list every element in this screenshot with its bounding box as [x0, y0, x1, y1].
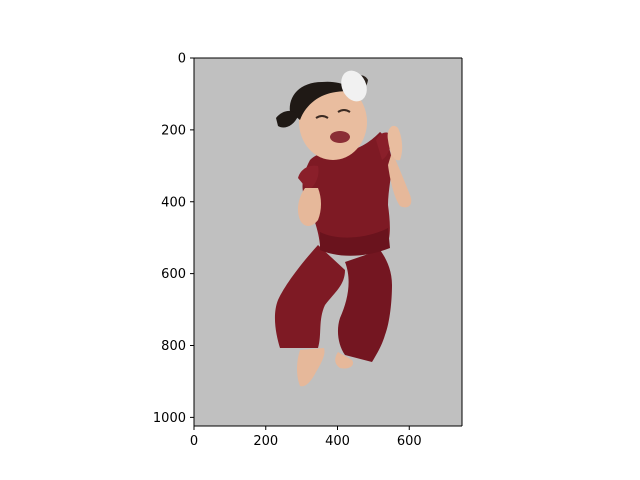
y-tick-label: 0 [178, 52, 186, 67]
left-arm [297, 188, 321, 226]
left-eye [315, 115, 329, 119]
y-tick-label: 200 [161, 123, 186, 138]
right-foot [335, 352, 354, 369]
waistband [320, 228, 390, 256]
left-pigtail [276, 110, 298, 128]
x-tick-label: 600 [397, 434, 422, 449]
x-axis: 0 200 400 600 [190, 426, 422, 449]
y-tick-label: 1000 [153, 411, 186, 426]
x-tick-label: 200 [253, 434, 278, 449]
y-tick-label: 600 [161, 267, 186, 282]
axes-frame [193, 57, 463, 427]
image-area [194, 58, 462, 426]
right-eye [337, 109, 351, 113]
right-leg [337, 250, 392, 362]
x-tick-label: 0 [190, 434, 198, 449]
head [299, 84, 367, 160]
y-axis: 0 200 400 600 800 1000 [153, 52, 194, 426]
y-tick-label: 400 [161, 195, 186, 210]
y-tick-label: 800 [161, 339, 186, 354]
toddler-photo [274, 70, 412, 387]
hair-bow [341, 70, 367, 102]
right-hand [387, 125, 403, 161]
left-leg [274, 245, 345, 348]
torso [302, 132, 392, 252]
x-tick-label: 400 [325, 434, 350, 449]
left-foot [297, 348, 325, 387]
left-ruffle [298, 165, 319, 190]
right-arm [388, 152, 412, 208]
crying-mouth [330, 131, 350, 143]
